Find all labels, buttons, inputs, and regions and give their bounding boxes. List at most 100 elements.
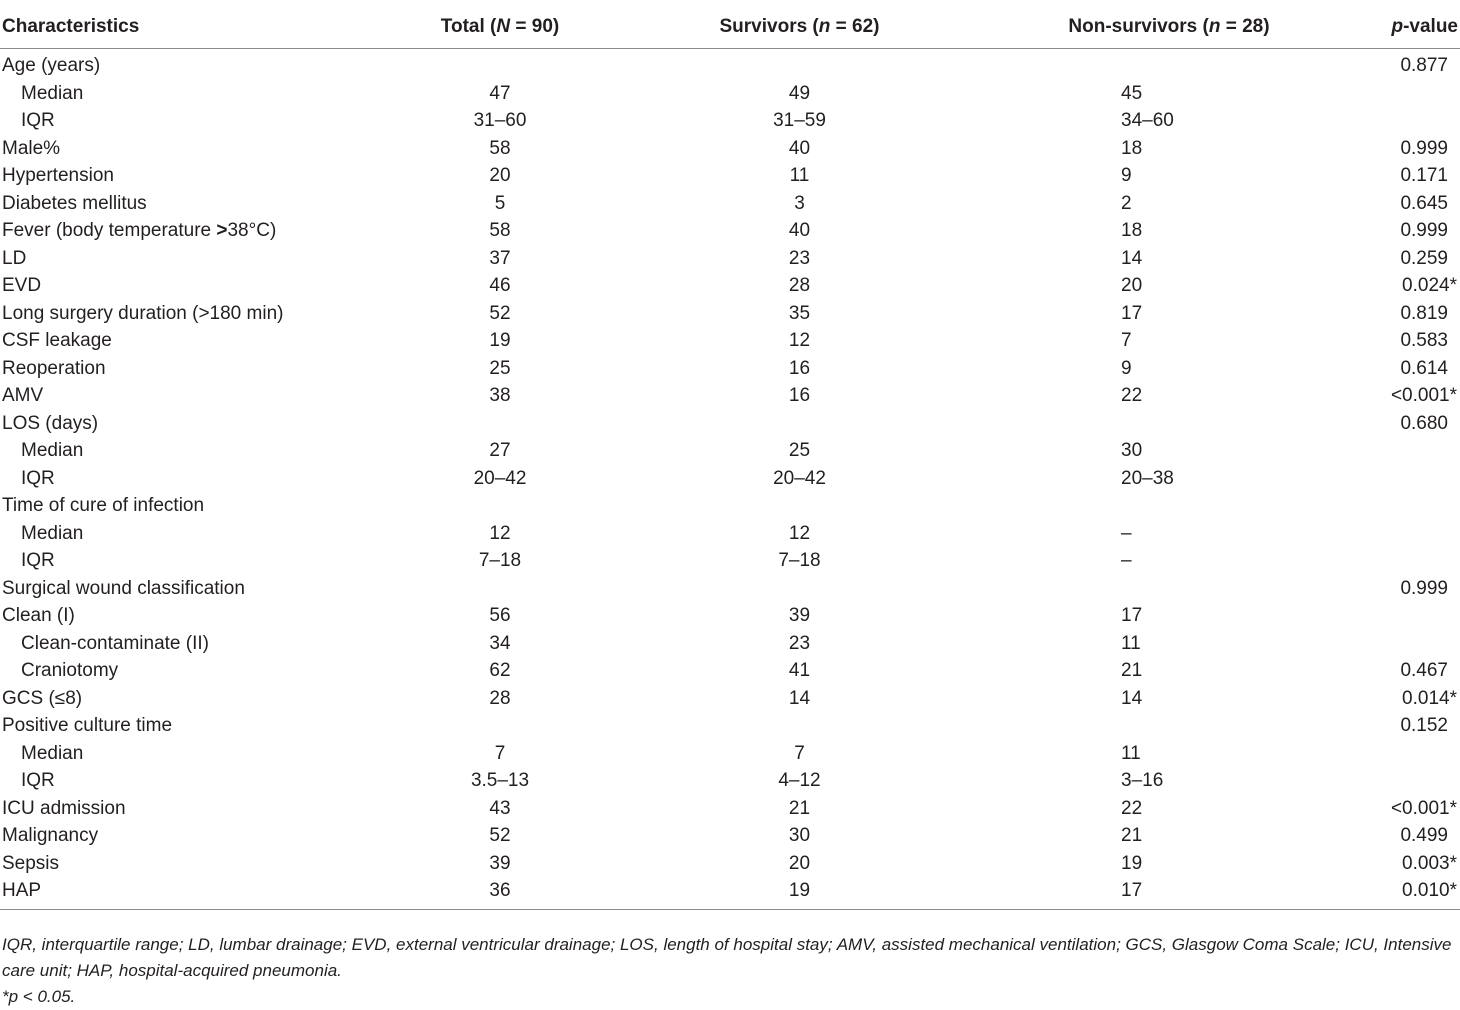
cell-pvalue: 0.680 (1400, 412, 1448, 434)
cell-survivors: 12 (788, 330, 811, 351)
cell-total: 62 (489, 660, 511, 681)
cell-survivors: 16 (788, 385, 811, 406)
cell-total: 12 (489, 522, 511, 544)
header-nonsurvivors-pre: Non-survivors ( (1068, 16, 1209, 37)
cell-survivors: 28 (788, 275, 811, 296)
row-label: LD (2, 247, 27, 269)
cell-survivors: 23 (788, 632, 811, 654)
cell-nonsurvivors: 20 (1121, 275, 1143, 296)
row-label: Median (21, 440, 84, 461)
header-row: Characteristics Total (N = 90) Survivors… (0, 6, 1460, 49)
cell-pvalue: 0.014* (1402, 687, 1457, 709)
cell-nonsurvivors: 34–60 (1121, 110, 1174, 131)
header-nonsurvivors-post: = 28) (1220, 16, 1270, 37)
table-row: Male% 58 40 18 0.999 (0, 135, 1460, 163)
cell-total: 56 (489, 605, 511, 626)
cell-total: 52 (489, 302, 511, 324)
table-row: Fever (body temperature >38°C) 58 40 18 0.99… (0, 217, 1460, 245)
cell-total: 37 (489, 247, 511, 269)
cell-nonsurvivors: 18 (1121, 137, 1143, 159)
cell-survivors: 11 (789, 165, 810, 186)
cell-total: 43 (489, 797, 511, 819)
cell-nonsurvivors: 20–38 (1121, 467, 1174, 489)
row-label: IQR (21, 467, 55, 489)
cell-survivors: 4–12 (778, 770, 821, 791)
table-row: LOS (days) 0.680 (0, 410, 1460, 438)
table-row: Positive culture time 0.152 (0, 712, 1460, 740)
cell-total: 7–18 (478, 550, 522, 571)
cell-pvalue: 0.152 (1400, 715, 1448, 736)
row-label: Reoperation (2, 357, 106, 379)
table-row: Median 27 25 30 (0, 437, 1460, 465)
cell-pvalue (1275, 767, 1460, 795)
cell-nonsurvivors: 9 (1121, 357, 1132, 379)
header-total: Total (N = 90) (400, 6, 600, 49)
cell-nonsurvivors (995, 492, 1275, 520)
table-row: Craniotomy 62 41 21 0.467 (0, 657, 1460, 685)
cell-pvalue: 0.171 (1400, 165, 1448, 186)
table-row: ICU admission 43 21 22 <0.001* (0, 795, 1460, 823)
cell-nonsurvivors: 19 (1121, 852, 1143, 874)
cell-nonsurvivors (995, 575, 1275, 603)
row-label: ICU admission (2, 797, 126, 819)
cell-survivors (600, 575, 995, 603)
cell-pvalue (1275, 80, 1460, 108)
cell-pvalue (1275, 107, 1460, 135)
cell-nonsurvivors: 3–16 (1121, 770, 1164, 791)
table-row: IQR 7–18 7–18 – (0, 547, 1460, 575)
header-survivors-var: n (818, 16, 831, 37)
cell-pvalue: 0.003* (1402, 852, 1457, 874)
row-label: Diabetes mellitus (2, 192, 147, 214)
cell-pvalue: 0.583 (1400, 330, 1448, 351)
cell-nonsurvivors: 21 (1121, 660, 1143, 681)
table-row: EVD 46 28 20 0.024* (0, 272, 1460, 300)
cell-survivors: 21 (788, 797, 811, 819)
cell-nonsurvivors: 9 (1121, 165, 1132, 186)
row-label: Clean (I) (2, 605, 75, 626)
row-label: Male% (2, 137, 61, 159)
header-total-pre: Total ( (440, 16, 497, 37)
cell-nonsurvivors: 14 (1121, 247, 1143, 269)
cell-survivors: 16 (788, 357, 811, 379)
cell-survivors: 39 (788, 605, 811, 626)
table-row: CSF leakage 19 12 7 0.583 (0, 327, 1460, 355)
row-label: Time of cure of infection (2, 495, 205, 516)
cell-survivors: 31–59 (773, 110, 826, 131)
cell-nonsurvivors: 7 (1121, 330, 1132, 351)
table-row: Hypertension 20 11 9 0.171 (0, 162, 1460, 190)
cell-pvalue: 0.024* (1402, 275, 1457, 296)
row-label: Fever (body temperature >38°C) (0, 217, 400, 245)
header-survivors-pre: Survivors ( (719, 16, 819, 37)
cell-nonsurvivors: 2 (1121, 192, 1132, 214)
row-label: Age (years) (2, 55, 101, 76)
cell-survivors: 49 (788, 82, 811, 104)
table-footnotes: IQR, interquartile range; LD, lumbar dra… (2, 932, 1458, 1010)
cell-survivors: 40 (788, 220, 811, 241)
cell-total: 20–42 (473, 467, 527, 489)
cell-pvalue (1275, 630, 1460, 658)
cell-pvalue (1275, 602, 1460, 630)
cell-nonsurvivors: 17 (1121, 302, 1143, 324)
row-label-gt: > (216, 220, 228, 241)
table-row: IQR 20–42 20–42 20–38 (0, 465, 1460, 493)
table-row: IQR 3.5–13 4–12 3–16 (0, 767, 1460, 795)
cell-total: 20 (489, 165, 511, 186)
table-row: Median 47 49 45 (0, 80, 1460, 108)
row-label: Median (21, 82, 84, 104)
cell-total: 34 (489, 632, 511, 654)
table-row: Clean (I) 56 39 17 (0, 602, 1460, 630)
abbreviations-note: IQR, interquartile range; LD, lumbar dra… (2, 935, 1452, 980)
cell-survivors: 35 (788, 302, 811, 324)
cell-total: 39 (489, 852, 511, 874)
cell-nonsurvivors: 22 (1121, 385, 1143, 406)
cell-total: 27 (489, 440, 511, 461)
row-label: Median (21, 742, 84, 764)
header-survivors: Survivors (n = 62) (600, 6, 995, 49)
cell-survivors: 20–42 (773, 467, 826, 489)
cell-total: 19 (489, 330, 511, 351)
cell-pvalue: 0.499 (1400, 825, 1448, 846)
row-label: IQR (21, 550, 55, 571)
header-pvalue-var: p (1391, 16, 1404, 37)
cell-total: 3.5–13 (470, 770, 530, 791)
row-label-pre: Fever (body temperature (2, 220, 217, 241)
